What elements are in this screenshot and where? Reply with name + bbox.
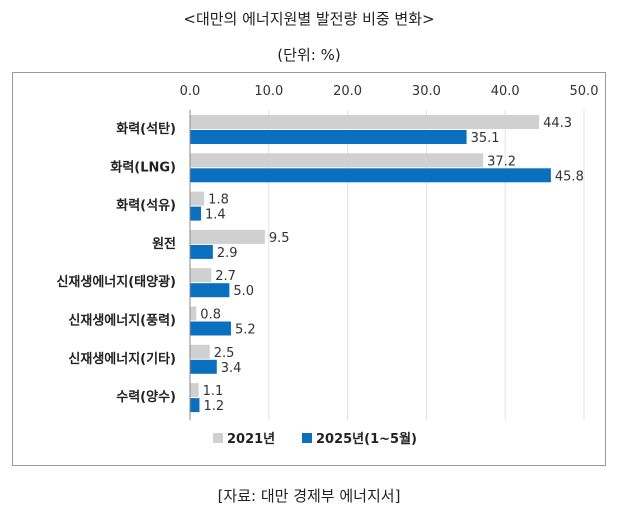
category-label: 신재생에너지(풍력) <box>68 313 176 329</box>
value-label: 1.4 <box>205 208 226 223</box>
category-label: 화력(LNG) <box>110 159 176 175</box>
bar-2021 <box>190 383 199 398</box>
value-label: 44.3 <box>543 116 572 131</box>
value-label: 3.4 <box>221 361 242 376</box>
value-label: 2.5 <box>214 346 235 361</box>
x-tick-labels: 0.0 10.0 20.0 30.0 40.0 50.0 <box>180 84 599 99</box>
value-label: 5.0 <box>233 284 254 299</box>
bars <box>190 115 551 413</box>
bar-2025 <box>190 321 231 336</box>
value-label: 37.2 <box>487 154 516 169</box>
category-label: 화력(석탄) <box>116 121 176 137</box>
bar-2021 <box>190 115 540 129</box>
x-tick-label: 30.0 <box>412 84 441 99</box>
legend-swatch <box>213 433 223 443</box>
bar-2021 <box>190 229 265 244</box>
source-note: [자료: 대만 경제부 에너지서] <box>217 487 401 505</box>
bar-2021 <box>190 306 197 321</box>
value-label: 2.9 <box>217 246 238 261</box>
chart-title: <대만의 에너지원별 발전량 비중 변화> <box>183 10 435 28</box>
bar-2025 <box>190 398 200 413</box>
value-label: 5.2 <box>235 323 256 338</box>
bar-2021 <box>190 153 484 168</box>
bar-2025 <box>190 206 202 221</box>
value-label: 1.2 <box>203 399 224 414</box>
bar-2025 <box>190 359 217 374</box>
value-label: 1.1 <box>203 384 224 399</box>
chart-frame <box>12 72 606 466</box>
value-label: 0.8 <box>200 308 221 323</box>
legend-label: 2025년(1~5월) <box>316 431 417 447</box>
category-label: 신재생에너지(태양광) <box>56 274 176 290</box>
category-label: 신재생에너지(기타) <box>68 351 176 367</box>
bar-2021 <box>190 268 212 283</box>
unit-label: (단위: %) <box>277 46 341 64</box>
value-label: 9.5 <box>269 231 290 246</box>
value-label: 2.7 <box>215 269 236 284</box>
x-tick-label: 40.0 <box>491 84 520 99</box>
category-label: 화력(석유) <box>116 198 176 214</box>
bar-2021 <box>190 191 205 206</box>
bar-2021 <box>190 344 210 359</box>
category-label: 수력(양수) <box>116 390 176 405</box>
category-label: 원전 <box>152 236 176 252</box>
x-tick-label: 10.0 <box>254 84 283 99</box>
bar-2025 <box>190 168 551 183</box>
bar-2025 <box>190 283 230 298</box>
value-label: 1.8 <box>208 193 229 208</box>
bar-2025 <box>190 244 213 259</box>
bar-2025 <box>190 130 467 144</box>
x-tick-label: 0.0 <box>180 84 201 99</box>
legend-label: 2021년 <box>227 432 275 447</box>
x-tick-label: 20.0 <box>333 84 362 99</box>
x-tick-label: 50.0 <box>570 84 599 99</box>
legend: 2021년 2025년(1~5월) <box>213 431 417 447</box>
value-label: 45.8 <box>555 169 584 184</box>
value-labels: 44.3 35.1 37.2 45.8 1.81.4 9.5 2.9 2.75.0 0.8 5.2… <box>200 116 584 414</box>
legend-swatch <box>302 433 312 443</box>
value-label: 35.1 <box>471 131 500 146</box>
